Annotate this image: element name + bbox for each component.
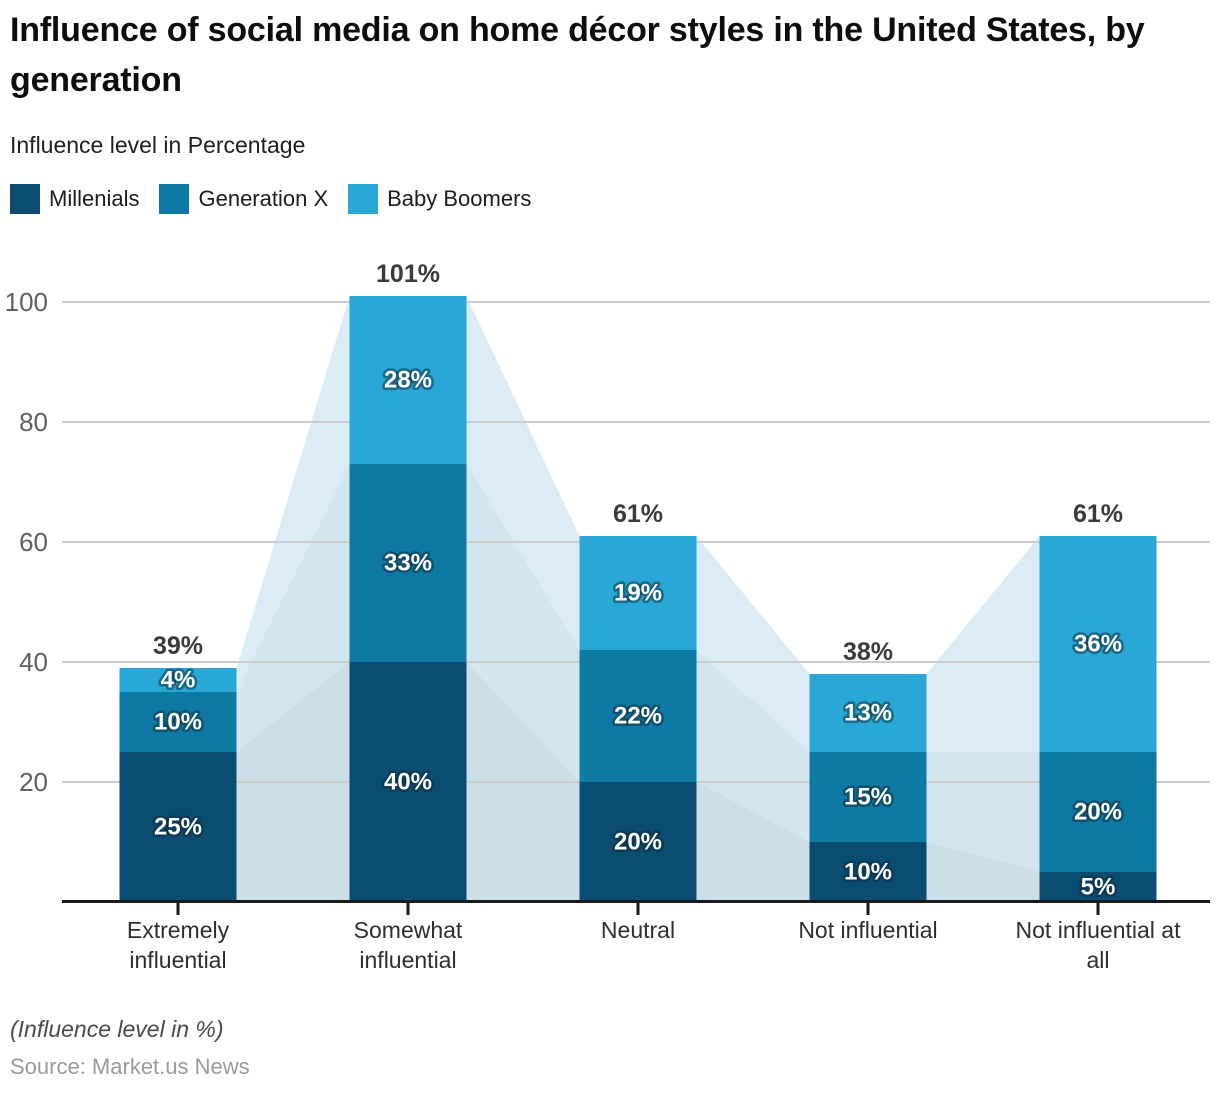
bar-segment-generation-x[interactable]: [809, 752, 927, 842]
bar-total-label: 101%: [376, 260, 440, 288]
bar-segment-generation-x[interactable]: [349, 464, 467, 662]
footnote: (Influence level in %): [10, 1016, 224, 1042]
bar-value-label: 13%: [844, 700, 892, 727]
y-axis-label: 100: [5, 287, 48, 317]
legend-swatch-generation-x: [159, 184, 190, 214]
bar-value-label: 20%: [614, 829, 662, 856]
x-axis-tick: [866, 903, 870, 915]
x-axis-line: [62, 900, 1210, 903]
bar-segment-millenials[interactable]: [809, 842, 927, 902]
bar-value-label: 19%: [614, 580, 662, 607]
bar-segment-baby-boomers[interactable]: [349, 296, 467, 464]
x-axis-tick: [406, 903, 410, 915]
x-axis-category-label: Neutral: [601, 917, 675, 943]
x-axis-category-label: Somewhat influential: [354, 917, 463, 973]
bar-value-label: 36%: [1074, 631, 1122, 658]
bar-total-label: 38%: [843, 638, 893, 666]
x-axis-category-label: Not influential: [798, 917, 937, 943]
bar-segment-generation-x[interactable]: [579, 650, 697, 782]
legend-item-generation-x[interactable]: Generation X: [159, 184, 328, 214]
x-axis-tick: [176, 903, 180, 915]
bar-segment-millenials[interactable]: [579, 782, 697, 902]
bar-value-label: 10%: [844, 859, 892, 886]
bar-value-label: 33%: [384, 550, 432, 577]
legend-swatch-baby-boomers: [348, 184, 379, 214]
bar-value-label: 22%: [614, 703, 662, 730]
legend-label-generation-x: Generation X: [198, 186, 329, 211]
bar-segment-baby-boomers[interactable]: [579, 536, 697, 650]
bar-value-label: 10%: [154, 709, 202, 736]
bar-total-label: 61%: [613, 500, 663, 528]
bar-value-label: 4%: [161, 667, 196, 694]
x-axis-category-label: Not influential at all: [1016, 917, 1182, 973]
bar-segment-generation-x[interactable]: [119, 692, 237, 752]
y-axis-label: 20: [19, 767, 48, 797]
x-axis-tick: [1096, 903, 1100, 915]
bar-total-label: 39%: [153, 632, 203, 660]
y-axis-label: 60: [19, 527, 48, 557]
legend: Millenials Generation X Baby Boomers: [10, 184, 551, 214]
page-title: Influence of social media on home décor …: [10, 11, 1145, 99]
y-axis-label: 80: [19, 407, 48, 437]
bar-segment-millenials[interactable]: [349, 662, 467, 902]
legend-item-baby-boomers[interactable]: Baby Boomers: [348, 184, 531, 214]
bar-total-label: 61%: [1073, 500, 1123, 528]
bar-value-label: 25%: [154, 814, 202, 841]
bar-value-label: 40%: [384, 769, 432, 796]
x-axis-category-label: Extremely influential: [127, 917, 230, 973]
legend-item-millenials[interactable]: Millenials: [10, 184, 139, 214]
legend-swatch-millenials: [10, 184, 40, 214]
bar-value-label: 28%: [384, 367, 432, 394]
bar-segment-baby-boomers[interactable]: [809, 674, 927, 752]
chart-subtitle: Influence level in Percentage: [10, 132, 306, 158]
bar-value-label: 20%: [1074, 799, 1122, 826]
x-axis-tick: [636, 903, 640, 915]
bar-value-label: 5%: [1081, 874, 1116, 901]
stacked-bar-chart: 20 40 60 80 100 25% 10% 4% 39% 40% 33% 28% 101% 20% 22…: [5, 260, 1210, 973]
bar-segment-baby-boomers[interactable]: [1039, 536, 1157, 752]
bar-value-label: 15%: [844, 784, 892, 811]
bar-segment-generation-x[interactable]: [1039, 752, 1157, 872]
y-axis-label: 40: [19, 647, 48, 677]
bar-segment-baby-boomers[interactable]: [119, 668, 237, 692]
bar-segment-millenials[interactable]: [1039, 872, 1157, 902]
legend-label-millenials: Millenials: [49, 186, 140, 211]
legend-label-baby-boomers: Baby Boomers: [387, 186, 532, 211]
bar-segment-millenials[interactable]: [119, 752, 237, 902]
source-credit: Source: Market.us News: [10, 1054, 250, 1079]
